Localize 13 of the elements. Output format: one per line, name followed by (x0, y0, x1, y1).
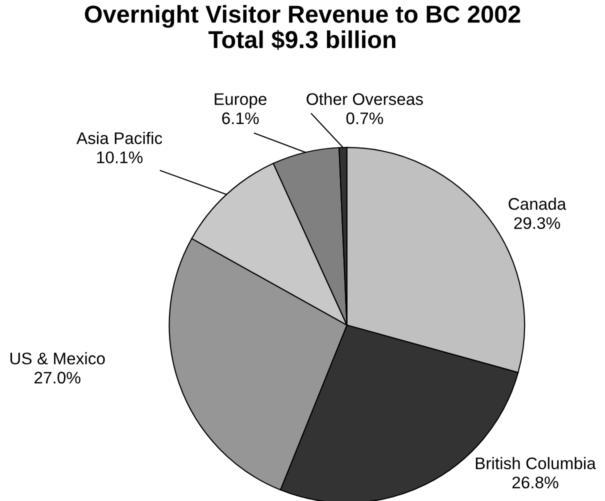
data-label: 10.1% (97, 151, 143, 164)
data-label: 6.1% (222, 112, 259, 124)
slice-label: Canada (508, 198, 566, 210)
data-label: 27.0% (34, 372, 80, 384)
data-label: 26.8% (512, 476, 558, 488)
data-label: 0.7% (346, 112, 384, 124)
chart-title: Overnight Visitor Revenue to BC 2002 Total $9.3 billion (84, 5, 520, 50)
slice-label: Asia Pacific (76, 132, 162, 144)
slice-label: US & Mexico (10, 352, 105, 364)
data-label: 29.3% (514, 217, 560, 230)
slice-label: Other Overseas (306, 92, 423, 106)
slice-label: Europe (214, 93, 266, 108)
slice-label: British Columbia (476, 457, 596, 470)
